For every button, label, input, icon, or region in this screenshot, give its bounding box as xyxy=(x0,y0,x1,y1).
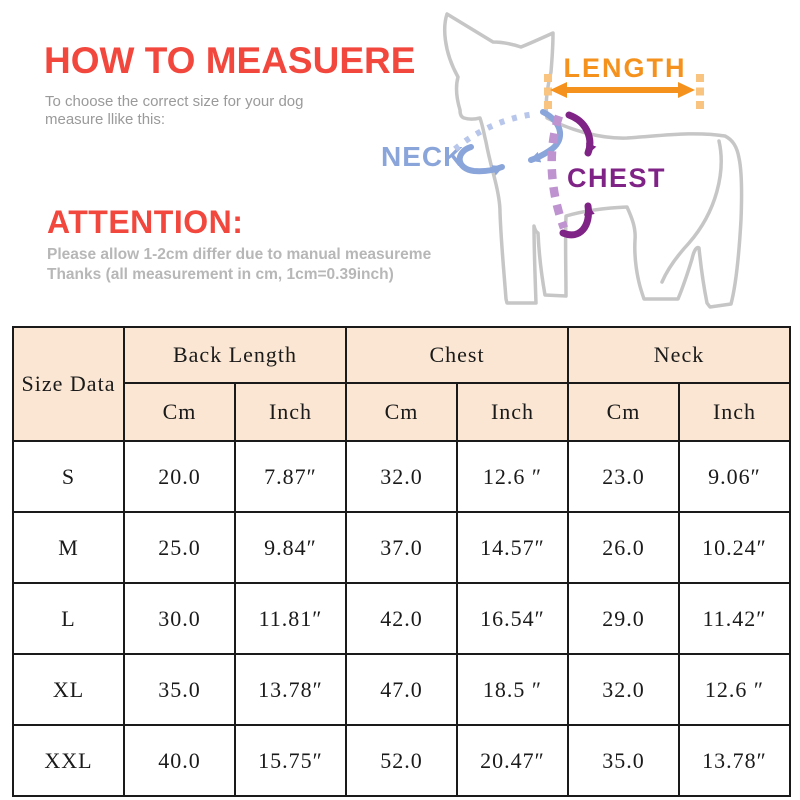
neck-dotted-line xyxy=(453,111,536,152)
col-group-chest: Chest xyxy=(345,326,569,384)
value-cell: 10.24″ xyxy=(677,511,792,584)
table-row: S 20.0 7.87″ 32.0 12.6 ″ 23.0 9.06″ xyxy=(12,440,792,513)
neck-arrow-small xyxy=(456,144,505,176)
col-group-neck: Neck xyxy=(566,326,792,384)
dog-outline xyxy=(442,12,744,309)
value-cell: 13.78″ xyxy=(677,724,792,797)
value-cell: 12.6 ″ xyxy=(456,440,569,513)
size-cell: M xyxy=(12,511,125,584)
attention-line-1: Please allow 1-2cm differ due to manual … xyxy=(47,246,432,263)
value-cell: 42.0 xyxy=(345,582,458,655)
unit-header: Cm xyxy=(567,382,680,442)
unit-header: Inch xyxy=(456,382,569,442)
attention-line-2: Thanks (all measurement in cm, 1cm=0.39i… xyxy=(47,266,394,283)
value-cell: 32.0 xyxy=(345,440,458,513)
table-row: XXL 40.0 15.75″ 52.0 20.47″ 35.0 13.78″ xyxy=(12,724,792,797)
unit-header: Cm xyxy=(345,382,458,442)
attention-heading: ATTENTION: xyxy=(47,204,244,240)
value-cell: 7.87″ xyxy=(234,440,347,513)
value-cell: 30.0 xyxy=(123,582,236,655)
size-cell: XL xyxy=(12,653,125,726)
dog-thigh-line xyxy=(660,139,723,284)
chest-label: CHEST xyxy=(567,163,666,193)
value-cell: 37.0 xyxy=(345,511,458,584)
chest-arrow-bottom xyxy=(559,202,595,239)
table-row: M 25.0 9.84″ 37.0 14.57″ 26.0 10.24″ xyxy=(12,511,792,584)
value-cell: 47.0 xyxy=(345,653,458,726)
value-cell: 35.0 xyxy=(567,724,680,797)
corner-label: Size Data xyxy=(21,371,116,396)
value-cell: 14.57″ xyxy=(456,511,569,584)
attention-note: Please allow 1-2cm differ due to manual … xyxy=(47,245,431,285)
length-arrow xyxy=(550,82,695,98)
size-table: Size Data Back Length Chest Neck Cm Inch… xyxy=(12,326,792,797)
value-cell: 23.0 xyxy=(567,440,680,513)
size-cell: XXL xyxy=(12,724,125,797)
value-cell: 20.47″ xyxy=(456,724,569,797)
page-title: HOW TO MEASUERE xyxy=(44,40,416,81)
size-cell: L xyxy=(12,582,125,655)
unit-header: Inch xyxy=(234,382,347,442)
value-cell: 16.54″ xyxy=(456,582,569,655)
neck-label: NECK xyxy=(381,141,464,172)
value-cell: 20.0 xyxy=(123,440,236,513)
subtitle-line-1: To choose the correct size for your dog xyxy=(45,93,304,110)
value-cell: 18.5 ″ xyxy=(456,653,569,726)
table-row: XL 35.0 13.78″ 47.0 18.5 ″ 32.0 12.6 ″ xyxy=(12,653,792,726)
value-cell: 11.42″ xyxy=(677,582,792,655)
value-cell: 9.84″ xyxy=(234,511,347,584)
value-cell: 9.06″ xyxy=(677,440,792,513)
length-label: LENGTH xyxy=(564,53,687,83)
subtitle-line-2: measure llike this: xyxy=(45,111,166,128)
value-cell: 11.81″ xyxy=(234,582,347,655)
value-cell: 32.0 xyxy=(567,653,680,726)
value-cell: 35.0 xyxy=(123,653,236,726)
chest-arrow-top xyxy=(565,111,597,157)
table-row: L 30.0 11.81″ 42.0 16.54″ 29.0 11.42″ xyxy=(12,582,792,655)
value-cell: 25.0 xyxy=(123,511,236,584)
size-table-corner: Size Data xyxy=(12,326,125,442)
value-cell: 12.6 ″ xyxy=(677,653,792,726)
col-group-back-length: Back Length xyxy=(123,326,347,384)
value-cell: 40.0 xyxy=(123,724,236,797)
size-cell: S xyxy=(12,440,125,513)
value-cell: 29.0 xyxy=(567,582,680,655)
dog-measurement-diagram: LENGTH NECK CHEST xyxy=(381,12,744,309)
value-cell: 15.75″ xyxy=(234,724,347,797)
value-cell: 13.78″ xyxy=(234,653,347,726)
value-cell: 26.0 xyxy=(567,511,680,584)
unit-header: Inch xyxy=(677,382,792,442)
subtitle: To choose the correct size for your dog … xyxy=(45,93,303,129)
unit-header: Cm xyxy=(123,382,236,442)
value-cell: 52.0 xyxy=(345,724,458,797)
